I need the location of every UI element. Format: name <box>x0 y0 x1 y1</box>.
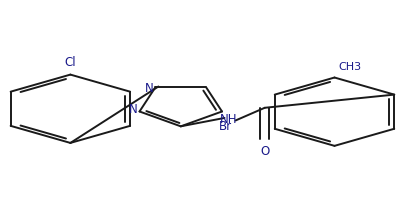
Text: Br: Br <box>219 120 232 133</box>
Text: N: N <box>145 82 153 95</box>
Text: O: O <box>260 145 269 158</box>
Text: NH: NH <box>220 113 237 126</box>
Text: Cl: Cl <box>65 56 76 69</box>
Text: CH3: CH3 <box>339 62 362 72</box>
Text: N: N <box>129 103 138 116</box>
